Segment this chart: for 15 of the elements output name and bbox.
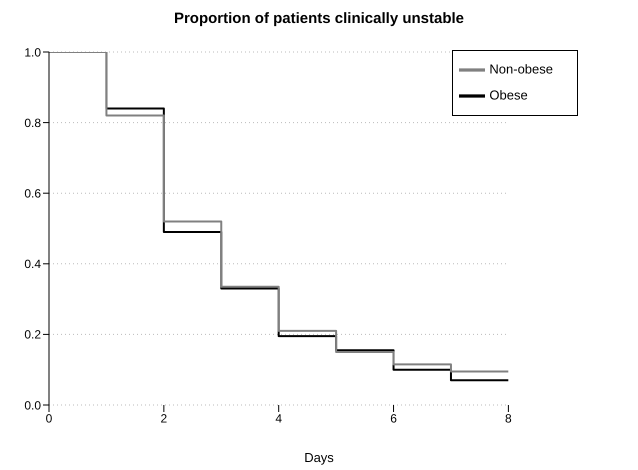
y-tick-label: 1.0 [24,45,42,60]
y-tick-label: 0.4 [24,257,42,272]
y-tick-label: 0.8 [24,116,42,130]
y-tick-label: 0.2 [24,328,42,342]
x-axis-title: Days [303,450,335,465]
x-tick-label: 8 [505,412,512,426]
y-tick-label: 0.6 [24,186,42,200]
x-tick-label: 4 [275,412,282,426]
x-tick-label: 2 [160,412,168,426]
legend-label: Non-obese [489,61,553,76]
x-tick-label: 0 [46,412,53,426]
x-tick-label: 6 [390,412,398,426]
chart-title: Proportion of patients clinically unstable [172,10,466,27]
legend-label: Obese [489,87,528,102]
y-tick-label: 0.0 [24,398,42,412]
